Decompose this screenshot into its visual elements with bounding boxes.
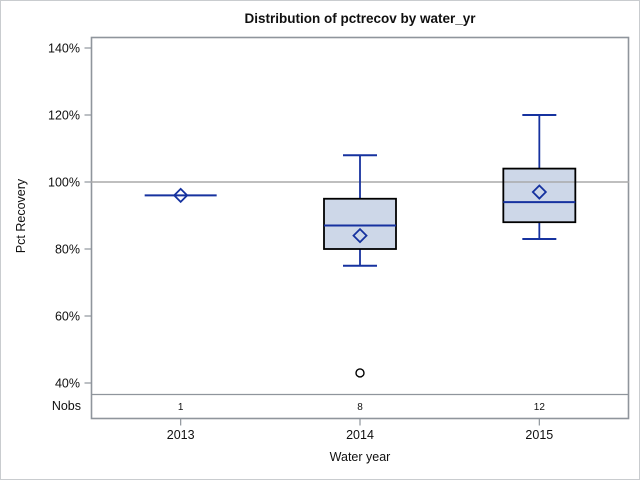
y-tick-label: 140% <box>48 42 80 56</box>
x-tick-label: 2013 <box>167 428 195 442</box>
x-tick-label: 2015 <box>525 428 553 442</box>
box-fill-2015 <box>503 168 576 223</box>
nobs-row-label: Nobs <box>51 399 81 413</box>
x-tick-label: 2014 <box>346 428 374 442</box>
box-border-2015 <box>502 167 577 224</box>
nobs-value: 1 <box>178 402 184 413</box>
mean-diamond-2013 <box>172 187 189 204</box>
y-tick-label: 120% <box>48 109 80 123</box>
x-axis-title: Water year <box>329 450 391 464</box>
nobs-value: 8 <box>357 402 363 413</box>
outlier-point-2014 <box>355 368 365 378</box>
chart-title: Distribution of pctrecov by water_yr <box>244 11 476 26</box>
y-tick-label: 60% <box>55 310 80 324</box>
nobs-value: 12 <box>534 402 546 413</box>
mean-diamond-2015 <box>531 184 548 200</box>
plot-frame <box>90 36 630 420</box>
mean-diamond-2014 <box>352 227 368 244</box>
y-tick-label: 100% <box>48 176 80 190</box>
box-border-2014 <box>323 197 397 250</box>
y-tick-label: 80% <box>55 243 80 257</box>
y-tick-label: 40% <box>55 377 80 391</box>
box-fill-2014 <box>324 198 396 249</box>
